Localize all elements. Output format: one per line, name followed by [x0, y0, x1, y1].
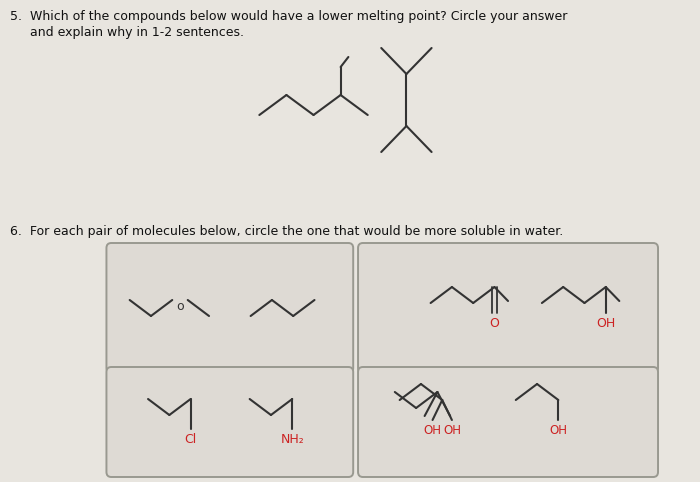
- FancyBboxPatch shape: [358, 367, 658, 477]
- Text: 5.  Which of the compounds below would have a lower melting point? Circle your a: 5. Which of the compounds below would ha…: [10, 10, 567, 23]
- Text: Cl: Cl: [185, 433, 197, 446]
- Text: OH: OH: [443, 424, 461, 437]
- Text: OH: OH: [424, 424, 442, 437]
- Text: NH₂: NH₂: [281, 433, 304, 446]
- Text: OH: OH: [596, 317, 615, 330]
- Text: and explain why in 1-2 sentences.: and explain why in 1-2 sentences.: [10, 26, 244, 39]
- Text: o: o: [176, 299, 184, 312]
- FancyBboxPatch shape: [106, 367, 354, 477]
- FancyBboxPatch shape: [358, 243, 658, 373]
- Text: O: O: [489, 317, 499, 330]
- FancyBboxPatch shape: [106, 243, 354, 373]
- Text: 6.  For each pair of molecules below, circle the one that would be more soluble : 6. For each pair of molecules below, cir…: [10, 225, 563, 238]
- Text: OH: OH: [550, 424, 568, 437]
